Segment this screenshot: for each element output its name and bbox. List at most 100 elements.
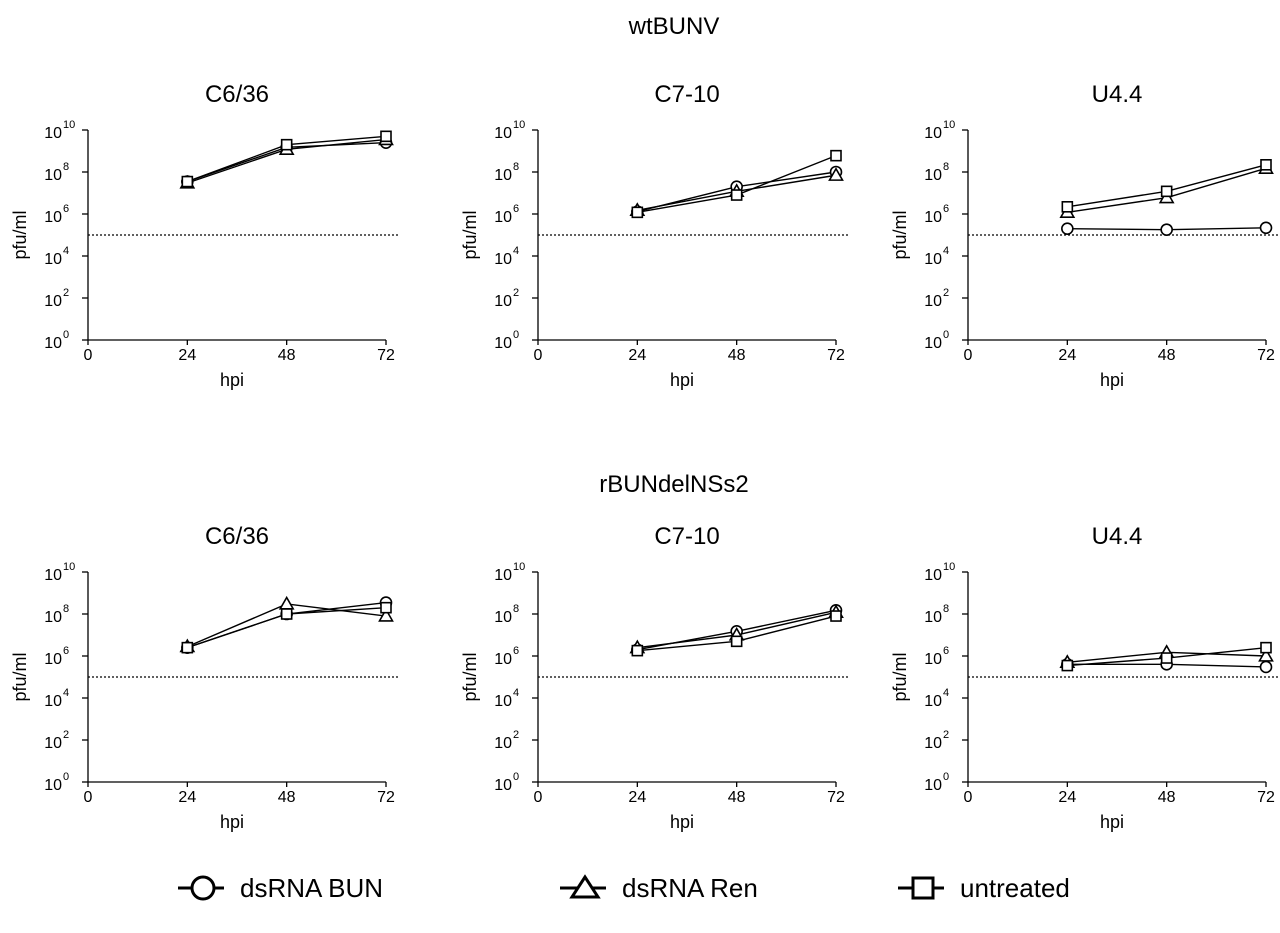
data-point	[280, 138, 293, 151]
data-point	[631, 644, 644, 657]
y-tick-label: 10	[924, 693, 942, 710]
y-axis-title: pfu/ml	[460, 210, 480, 259]
data-point	[1260, 641, 1272, 654]
y-tick-label: 10	[494, 167, 512, 184]
x-axis-title: hpi	[220, 812, 244, 832]
y-tick-label: 10	[494, 567, 512, 584]
panel-title: U4.4	[1092, 523, 1143, 550]
y-tick-exponent: 6	[943, 203, 949, 215]
y-tick-label: 10	[44, 209, 62, 226]
y-tick-exponent: 6	[513, 645, 519, 657]
y-tick-exponent: 0	[63, 329, 69, 341]
x-tick-label: 48	[1158, 347, 1176, 364]
group-title-wtbunv: wtBUNV	[628, 13, 720, 40]
x-tick-label: 24	[178, 789, 196, 806]
y-tick-exponent: 2	[513, 287, 519, 299]
y-tick-label: 10	[44, 693, 62, 710]
legend-item: dsRNA BUN	[178, 873, 383, 903]
x-tick-label: 24	[1058, 347, 1076, 364]
group-title-rbundelnss2: rBUNdelNSs2	[599, 471, 748, 498]
y-tick-exponent: 4	[943, 245, 949, 257]
data-point	[830, 610, 842, 622]
y-tick-exponent: 2	[943, 287, 949, 299]
y-tick-label: 10	[44, 735, 62, 752]
panel-title: C6/36	[205, 523, 269, 550]
y-tick-exponent: 0	[513, 771, 519, 783]
y-tick-exponent: 2	[943, 729, 949, 741]
data-point	[380, 130, 392, 143]
y-tick-label: 10	[494, 335, 512, 352]
y-tick-exponent: 8	[63, 603, 69, 615]
x-axis-title: hpi	[670, 370, 694, 390]
x-tick-label: 24	[628, 789, 646, 806]
y-tick-label: 10	[494, 651, 512, 668]
legend-marker-square	[911, 876, 935, 900]
y-tick-exponent: 6	[513, 203, 519, 215]
y-tick-exponent: 6	[63, 645, 69, 657]
y-tick-label: 10	[924, 567, 942, 584]
data-point	[1160, 185, 1173, 198]
data-point	[1061, 201, 1074, 213]
y-tick-label: 10	[494, 209, 512, 226]
legend-label: untreated	[960, 873, 1070, 903]
y-tick-exponent: 4	[513, 687, 519, 699]
x-axis-title: hpi	[220, 370, 244, 390]
panel-title: C7-10	[654, 523, 719, 550]
data-point	[730, 635, 743, 648]
x-tick-label: 0	[964, 789, 973, 806]
x-tick-label: 48	[728, 347, 746, 364]
data-point	[1259, 221, 1273, 235]
data-point	[1160, 652, 1173, 664]
data-point	[380, 601, 392, 614]
y-tick-label: 10	[494, 693, 512, 710]
data-point	[278, 595, 295, 610]
y-tick-exponent: 4	[63, 245, 69, 257]
x-tick-label: 0	[534, 347, 543, 364]
y-tick-label: 10	[494, 735, 512, 752]
y-tick-label: 10	[924, 125, 942, 142]
y-tick-label: 10	[924, 735, 942, 752]
y-tick-label: 10	[494, 777, 512, 794]
legend-label: dsRNA Ren	[622, 873, 758, 903]
y-tick-label: 10	[44, 335, 62, 352]
data-point	[828, 167, 844, 181]
y-axis-title: pfu/ml	[460, 652, 480, 701]
y-axis-title: pfu/ml	[10, 210, 30, 259]
data-point	[1260, 159, 1272, 171]
x-axis-title: hpi	[670, 812, 694, 832]
y-tick-exponent: 10	[513, 561, 525, 573]
y-tick-exponent: 8	[513, 161, 519, 173]
x-tick-label: 72	[377, 789, 395, 806]
x-tick-label: 72	[377, 347, 395, 364]
y-tick-label: 10	[924, 335, 942, 352]
x-tick-label: 48	[278, 789, 296, 806]
x-tick-label: 24	[178, 347, 196, 364]
x-tick-label: 0	[84, 789, 93, 806]
y-tick-label: 10	[44, 567, 62, 584]
x-tick-label: 24	[628, 347, 646, 364]
x-tick-label: 0	[534, 789, 543, 806]
y-tick-exponent: 8	[63, 161, 69, 173]
y-tick-exponent: 8	[943, 603, 949, 615]
data-point	[1259, 660, 1273, 674]
y-tick-label: 10	[494, 293, 512, 310]
panel-title: C6/36	[205, 81, 269, 108]
y-tick-label: 10	[44, 167, 62, 184]
x-tick-label: 72	[1257, 347, 1275, 364]
data-point	[1258, 647, 1274, 662]
panel-title: U4.4	[1092, 81, 1143, 108]
panel-title: C7-10	[654, 81, 719, 108]
y-tick-label: 10	[44, 251, 62, 268]
legend-marker-circle	[190, 875, 216, 901]
legend-item: untreated	[898, 873, 1070, 903]
legend-label: dsRNA BUN	[240, 873, 383, 903]
y-tick-label: 10	[44, 293, 62, 310]
y-tick-exponent: 8	[943, 161, 949, 173]
x-tick-label: 72	[1257, 789, 1275, 806]
x-tick-label: 48	[728, 789, 746, 806]
